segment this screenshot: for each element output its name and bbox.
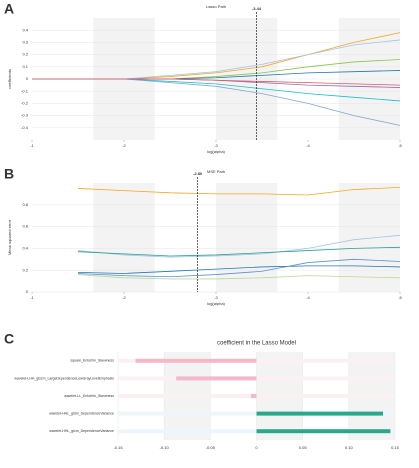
chart-title: coefficient in the Lasso Model bbox=[217, 341, 296, 347]
bar bbox=[256, 411, 383, 416]
y-tick-label: 0.3 bbox=[22, 39, 28, 44]
x-tick-label: -4 bbox=[306, 143, 310, 148]
x-tick-label: -3 bbox=[214, 295, 218, 300]
category-label: wavelet-HHL_glcm_DependenceVariance bbox=[49, 429, 114, 433]
x-tick-label: -0.05 bbox=[206, 445, 216, 450]
bar bbox=[135, 358, 257, 363]
bar bbox=[176, 376, 257, 381]
x-tick-label: -2 bbox=[122, 143, 126, 148]
category-label: wavelet-LL_Entorhin_Skewness bbox=[64, 394, 114, 398]
x-tick-label: 0.15 bbox=[391, 445, 400, 450]
y-tick-label: -0.4 bbox=[21, 125, 29, 130]
y-tick-label: 0.1 bbox=[22, 64, 28, 69]
bar bbox=[256, 429, 391, 434]
series-line bbox=[77, 265, 401, 274]
y-tick-label: -0.1 bbox=[21, 88, 29, 93]
panel-label: C bbox=[4, 331, 14, 347]
series-line bbox=[77, 246, 401, 257]
x-tick-label: -0.15 bbox=[113, 445, 123, 450]
series-line bbox=[77, 258, 401, 278]
x-tick-label: -3 bbox=[214, 143, 218, 148]
y-tick-label: 0 bbox=[26, 289, 29, 294]
panel-label: A bbox=[4, 1, 14, 17]
y-tick-label: 0.8 bbox=[22, 202, 28, 207]
x-tick-label: -4 bbox=[306, 295, 310, 300]
y-tick-label: 0.6 bbox=[22, 224, 28, 229]
y-axis-label: coefficients bbox=[7, 69, 12, 89]
y-tick-label: 0.2 bbox=[22, 267, 28, 272]
x-tick-label: -5 bbox=[398, 143, 402, 148]
y-tick-label: 0.2 bbox=[22, 52, 28, 57]
x-tick-label: -0.10 bbox=[160, 445, 170, 450]
x-tick-label: 0.10 bbox=[345, 445, 354, 450]
series-line bbox=[32, 78, 401, 86]
x-tick-label: -1 bbox=[30, 295, 34, 300]
y-tick-label: 0 bbox=[26, 76, 29, 81]
x-tick-label: 0.05 bbox=[299, 445, 308, 450]
x-tick-label: -5 bbox=[398, 295, 402, 300]
y-tick-label: -0.3 bbox=[21, 113, 29, 118]
x-tick-label: -1 bbox=[30, 143, 34, 148]
x-axis-label: log(alpha) bbox=[207, 301, 225, 306]
panel-label: B bbox=[4, 166, 14, 182]
y-axis-label: Mean squared error bbox=[7, 219, 12, 255]
background-band bbox=[338, 183, 400, 292]
chart-title: Lasso Path bbox=[206, 4, 226, 9]
marker-label: -3.44 bbox=[252, 6, 262, 11]
bar bbox=[250, 394, 257, 398]
y-tick-label: -0.2 bbox=[21, 100, 29, 105]
series-line bbox=[77, 186, 401, 196]
category-label: wavelet-LHH_glszm_LargeDependenceLowGray… bbox=[14, 376, 114, 380]
series-line bbox=[77, 274, 401, 280]
marker-label: -2.80 bbox=[193, 171, 203, 176]
series-line bbox=[77, 234, 401, 258]
background-band bbox=[216, 183, 278, 292]
chart-title: MSE Path bbox=[207, 169, 225, 174]
category-label: wavelet-HHL_gldm_DependenceVariance bbox=[49, 412, 114, 416]
x-tick-label: -2 bbox=[122, 295, 126, 300]
x-axis-label: log(alpha) bbox=[207, 149, 225, 154]
category-label: square_Entorhin_Skewness bbox=[70, 359, 114, 363]
y-tick-label: 0.4 bbox=[22, 245, 28, 250]
x-tick-label: 0 bbox=[255, 445, 258, 450]
y-tick-label: 0.4 bbox=[22, 27, 28, 32]
